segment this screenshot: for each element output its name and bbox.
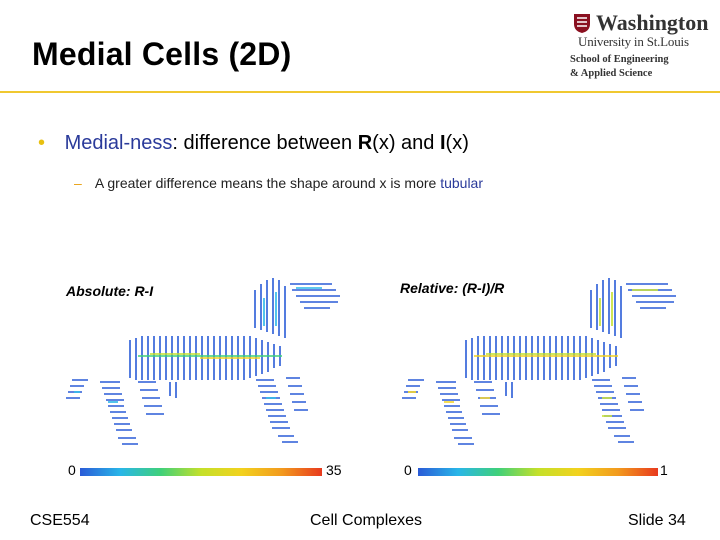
logo-line-3: School of Engineering	[570, 54, 669, 65]
bullet-dot-icon: •	[38, 132, 46, 154]
bullet-text-3: (x)	[445, 132, 469, 154]
logo-crest-icon	[574, 14, 590, 33]
sub-bullet-highlight: tubular	[440, 175, 484, 191]
logo-line-4: & Applied Science	[570, 68, 653, 79]
slide-title: Medial Cells (2D)	[32, 36, 292, 72]
main-bullet: • Medial-ness: difference between R(x) a…	[38, 132, 469, 155]
bullet-text-1: : difference between	[172, 132, 358, 154]
footer-course: CSE554	[30, 512, 90, 529]
sub-bullet-text: A greater difference means the shape aro…	[94, 175, 441, 191]
sub-bullet: – A greater difference means the shape a…	[74, 175, 483, 191]
colorbar-relative	[418, 468, 658, 476]
university-logo: Washington University in St.Louis School…	[566, 10, 709, 86]
scale-min-relative: 0	[404, 462, 412, 478]
horse-medial-absolute	[66, 278, 340, 445]
scale-max-relative: 1	[660, 462, 668, 478]
logo-line-1: Washington	[596, 10, 709, 35]
scale-min-absolute: 0	[68, 462, 76, 478]
bullet-I: I	[439, 132, 446, 154]
bullet-text-2: (x) and	[372, 132, 440, 154]
colorbar-absolute	[80, 468, 322, 476]
logo-line-2: University in St.Louis	[578, 34, 689, 49]
footer-slide-number: Slide 34	[628, 512, 686, 529]
panel-label-relative: Relative: (R-I)/R	[400, 280, 505, 296]
panel-label-absolute: Absolute: R-I	[66, 283, 154, 299]
horse-medial-relative	[402, 278, 676, 445]
bullet-R: R	[357, 132, 373, 154]
bullet-term: Medial-ness	[64, 132, 173, 154]
sub-dash-icon: –	[74, 175, 82, 191]
title-rule	[0, 91, 720, 93]
scale-max-absolute: 35	[326, 462, 342, 478]
footer-topic: Cell Complexes	[310, 512, 423, 529]
